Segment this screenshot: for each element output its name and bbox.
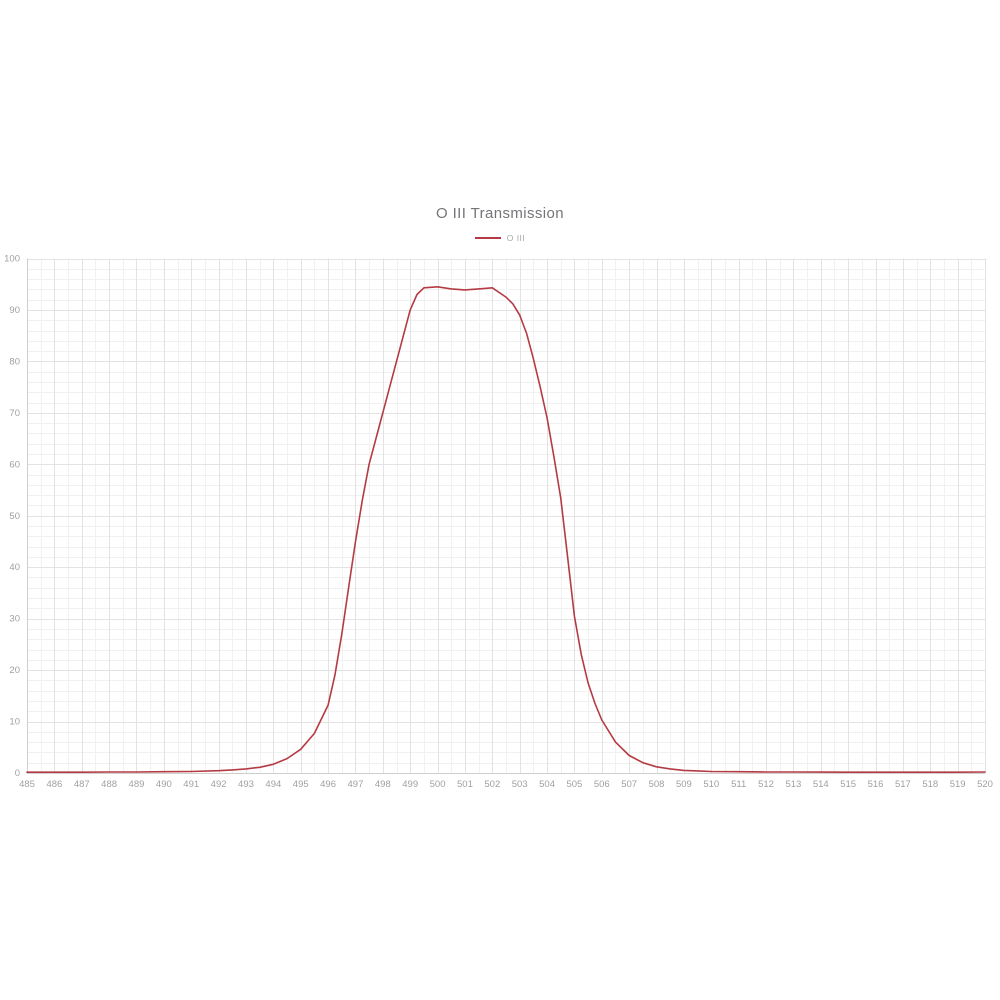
x-tick-label: 511 bbox=[731, 779, 746, 790]
x-tick-label: 499 bbox=[402, 779, 418, 790]
x-tick-label: 494 bbox=[265, 779, 281, 790]
legend-item-oiii[interactable]: O III bbox=[474, 233, 526, 243]
chart-title: O III Transmission bbox=[435, 205, 565, 222]
x-tick-label: 486 bbox=[46, 779, 62, 790]
x-tick-label: 492 bbox=[211, 779, 227, 790]
y-tick-label: 70 bbox=[9, 408, 20, 419]
x-tick-label: 497 bbox=[348, 779, 364, 790]
y-tick-label: 10 bbox=[9, 717, 20, 728]
x-tick-label: 519 bbox=[950, 779, 966, 790]
x-tick-label: 490 bbox=[156, 779, 172, 790]
y-tick-label: 40 bbox=[9, 562, 20, 573]
x-tick-label: 506 bbox=[594, 779, 610, 790]
x-tick-label: 513 bbox=[785, 779, 801, 790]
x-tick-label: 498 bbox=[375, 779, 391, 790]
x-tick-label: 488 bbox=[101, 779, 117, 790]
x-tick-label: 493 bbox=[238, 779, 254, 790]
x-tick-label: 518 bbox=[922, 779, 938, 790]
legend-label: O III bbox=[506, 233, 526, 243]
legend-line-swatch bbox=[474, 237, 501, 239]
x-tick-label: 503 bbox=[512, 779, 528, 790]
x-tick-label: 501 bbox=[457, 779, 473, 790]
y-tick-label: 100 bbox=[4, 254, 20, 265]
x-tick-label: 512 bbox=[758, 779, 774, 790]
x-tick-label: 507 bbox=[621, 779, 637, 790]
x-tick-label: 505 bbox=[566, 779, 582, 790]
x-tick-label: 509 bbox=[676, 779, 692, 790]
x-tick-label: 489 bbox=[129, 779, 145, 790]
y-tick-label: 30 bbox=[9, 614, 20, 625]
x-tick-label: 487 bbox=[74, 779, 90, 790]
x-tick-label: 510 bbox=[703, 779, 719, 790]
x-tick-label: 517 bbox=[895, 779, 911, 790]
x-tick-label: 504 bbox=[539, 779, 555, 790]
y-tick-label: 60 bbox=[9, 459, 20, 470]
series-line-o-iii bbox=[26, 286, 986, 773]
x-tick-label: 514 bbox=[813, 779, 829, 790]
y-tick-label: 90 bbox=[9, 305, 20, 316]
x-tick-label: 485 bbox=[19, 779, 35, 790]
x-tick-label: 496 bbox=[320, 779, 336, 790]
y-tick-label: 20 bbox=[9, 665, 20, 676]
chart-legend: O III bbox=[0, 233, 1000, 243]
x-tick-label: 500 bbox=[430, 779, 446, 790]
x-tick-label: 508 bbox=[649, 779, 665, 790]
x-tick-label: 502 bbox=[484, 779, 500, 790]
x-tick-label: 515 bbox=[840, 779, 856, 790]
x-tick-label: 516 bbox=[868, 779, 884, 790]
x-tick-label: 495 bbox=[293, 779, 309, 790]
y-tick-label: 0 bbox=[15, 768, 20, 779]
y-tick-label: 80 bbox=[9, 356, 20, 367]
y-tick-label: 50 bbox=[9, 511, 20, 522]
x-tick-label: 520 bbox=[977, 779, 993, 790]
x-tick-label: 491 bbox=[183, 779, 199, 790]
